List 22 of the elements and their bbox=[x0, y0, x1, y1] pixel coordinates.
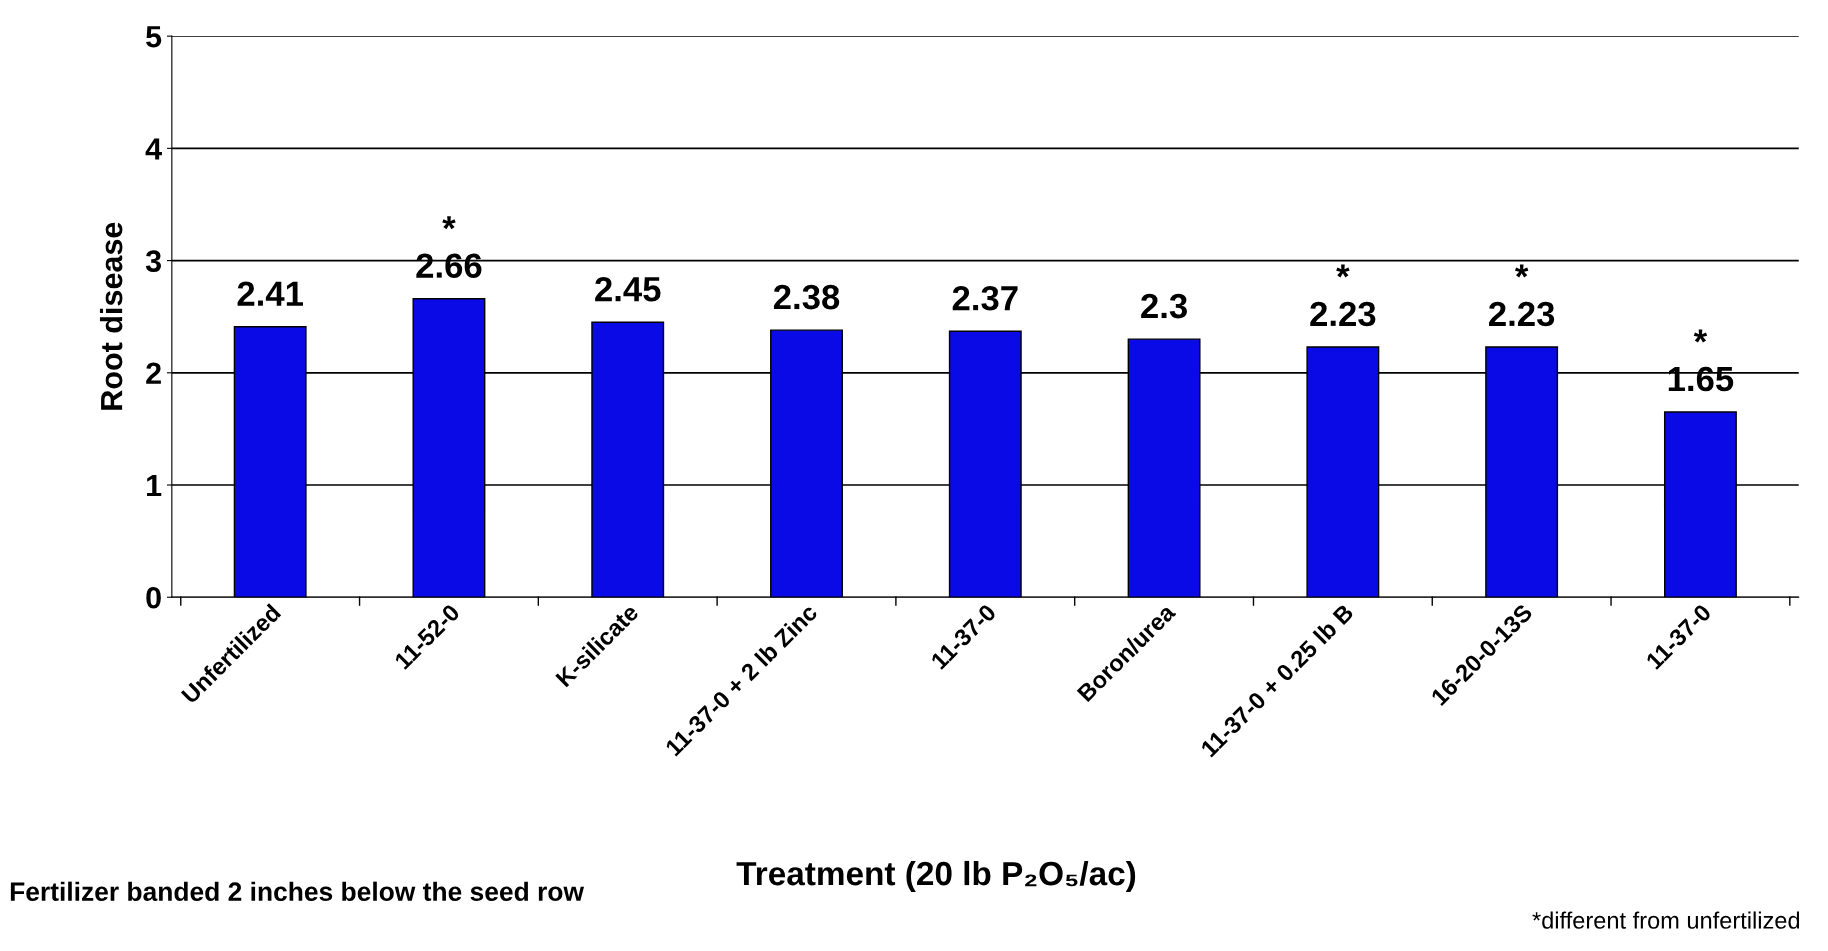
data-label: 2.41 bbox=[237, 281, 303, 306]
annotation: * bbox=[442, 216, 456, 230]
text: *different from unfertilized bbox=[1532, 911, 1800, 929]
annotation: * bbox=[1693, 329, 1708, 343]
data-label: 2.38 bbox=[773, 284, 840, 310]
data-label: 2.3 bbox=[1141, 293, 1187, 319]
x-axis-title: Treatment (20 lb P₂O₅/ac) bbox=[736, 860, 1136, 893]
y-tick-label: 2 bbox=[146, 362, 161, 384]
y-axis-title: Root disease bbox=[99, 222, 123, 410]
data-label: 2.23 bbox=[1489, 301, 1555, 327]
annotation: * bbox=[1336, 264, 1350, 278]
y-tick-label: 0 bbox=[146, 586, 161, 609]
data-label: 2.37 bbox=[952, 285, 1018, 311]
y-tick-label: 5 bbox=[146, 26, 162, 48]
annotation: * bbox=[1514, 264, 1529, 278]
data-label: 1.65 bbox=[1668, 366, 1734, 392]
y-tick-label: 3 bbox=[145, 250, 162, 272]
data-label: 2.23 bbox=[1310, 301, 1376, 327]
y-tick-label: 1 bbox=[147, 475, 162, 497]
text: Fertilizer banded 2 inches below the seed row bbox=[10, 881, 585, 902]
data-label: 2.45 bbox=[595, 276, 661, 302]
y-tick-label: 4 bbox=[145, 138, 162, 160]
